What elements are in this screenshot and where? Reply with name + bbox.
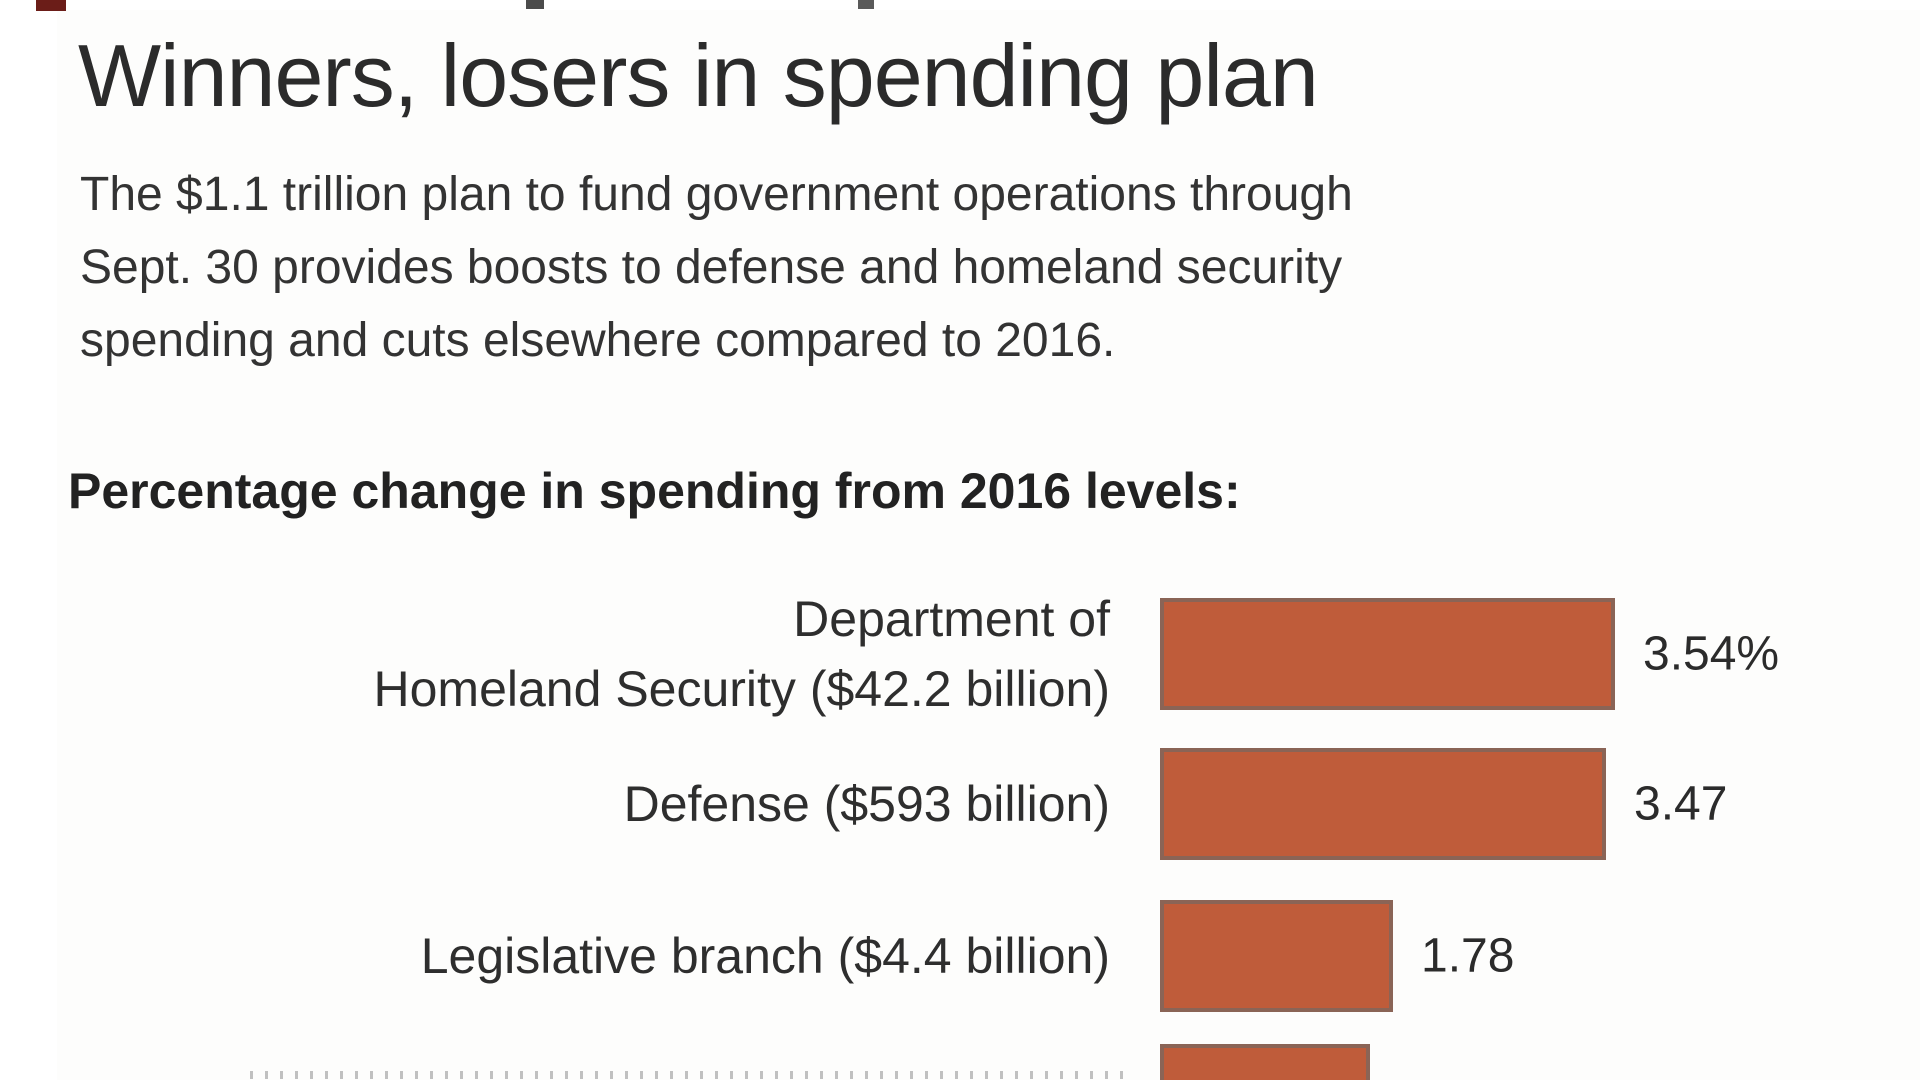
chart-row: Department of Homeland Security ($42.2 b… (0, 591, 1920, 717)
graphic-title: Winners, losers in spending plan (78, 26, 1319, 125)
bar-category-label: Legislative branch ($4.4 billion) (420, 928, 1110, 984)
bar-value-label: 3.47 (1634, 777, 1728, 831)
bar (1160, 900, 1393, 1012)
cropped-top-fragment-red (36, 0, 66, 11)
bar-category-label: Department of Homeland Security ($42.2 b… (373, 591, 1110, 717)
cropped-top-fragment-gray-2 (858, 0, 874, 9)
bar (1160, 598, 1615, 710)
cropped-top-fragment-gray (526, 0, 544, 9)
chart-heading: Percentage change in spending from 2016 … (68, 463, 1241, 519)
bar-category-label: Defense ($593 billion) (623, 776, 1110, 832)
bar (1160, 748, 1606, 860)
chart-row-partial (0, 1044, 1920, 1080)
chart-row: Defense ($593 billion) 3.47 (0, 748, 1920, 860)
chart-row: Legislative branch ($4.4 billion) 1.78 (0, 900, 1920, 1012)
partial-bar (1160, 1044, 1370, 1080)
clipped-text-tips (250, 1071, 1130, 1079)
graphic-subtitle: The $1.1 trillion plan to fund governmen… (80, 168, 1353, 367)
graphic-background-panel (57, 10, 1920, 1080)
bar-value-label: 1.78 (1421, 929, 1515, 983)
bar-value-label: 3.54% (1643, 627, 1780, 681)
